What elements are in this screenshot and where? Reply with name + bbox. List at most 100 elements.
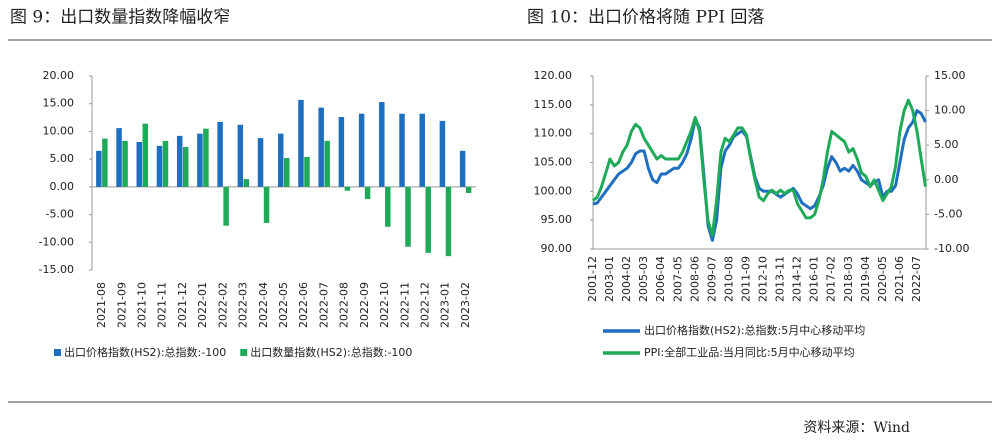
bar [182,146,189,187]
y2-tick-label: -5.00 [934,207,962,220]
x-tick-label: 2018-03 [842,256,855,302]
bar [318,107,324,187]
bar [203,128,209,187]
x-tick-label: 2022-11 [398,282,411,328]
x-tick-label: 2021-08 [95,282,108,328]
x-tick-label: 2022-06 [297,282,310,328]
x-tick-label: 2005-03 [637,256,650,302]
y-tick-label: 15.00 [43,97,75,110]
x-tick-label: 2008-06 [688,256,701,302]
legend-label: 出口数量指数(HS2):总指数:-100 [250,345,412,359]
y-tick-label: 120.00 [534,69,573,82]
x-tick-label: 2010-08 [722,256,735,302]
x-tick-label: 2001-12 [586,256,599,302]
bar [156,145,163,187]
bar [379,102,385,187]
y-tick-label: -5.00 [46,208,74,221]
x-tick-label: 2011-09 [739,256,752,302]
y2-tick-label: 10.00 [934,104,966,117]
bar [217,122,223,187]
x-tick-label: 2022-02 [216,282,229,328]
x-tick-label: 2022-07 [317,282,330,328]
bar [338,117,345,187]
y-tick-label: 5.00 [50,152,75,165]
line-series [592,109,927,242]
x-tick-label: 2022-10 [378,282,391,328]
y-tick-label: 110.00 [534,127,573,140]
bar [399,113,405,187]
y-tick-label: -10.00 [39,235,74,248]
y2-tick-label: 0.00 [934,173,959,186]
y2-tick-label: 5.00 [934,138,959,151]
x-tick-label: 2020-05 [876,256,889,302]
legend-label: 出口价格指数(HS2):总指数:5月中心移动平均 [644,323,865,337]
bar [257,138,264,187]
x-tick-label: 2021-09 [115,282,128,328]
x-tick-label: 2003-01 [603,256,616,302]
x-tick-label: 2013-11 [774,256,787,302]
x-tick-label: 2021-11 [156,282,169,328]
bar [459,150,466,187]
bar [237,124,244,187]
x-tick-label: 2023-02 [459,282,472,328]
x-tick-label: 2007-05 [671,256,684,302]
bar [142,123,149,187]
bar [405,186,411,247]
x-tick-label: 2012-10 [757,256,770,302]
bar [358,113,365,187]
source: 资料来源：Wind [803,420,910,436]
legend-label: 出口价格指数(HS2):总指数:-100 [64,345,226,359]
bar [445,186,452,257]
y-tick-label: 90.00 [541,242,573,255]
x-tick-label: 2021-10 [136,282,149,328]
bar [197,133,203,187]
x-tick-label: 2016-01 [808,256,821,302]
bar [324,140,330,187]
legend-swatch [240,349,248,356]
bar [122,140,128,187]
x-tick-label: 2023-01 [439,282,452,328]
x-tick-label: 2022-07 [910,256,923,302]
y-tick-label: 105.00 [534,156,573,169]
bar [385,186,391,227]
legend-label: PPI:全部工业品:当月同比:5月中心移动平均 [644,345,855,359]
y-tick-label: 115.00 [534,98,573,111]
chart-title: 图 10：出口价格将随 PPI 回落 [527,8,764,28]
x-tick-label: 2004-02 [620,256,633,302]
bar [284,158,290,187]
bar [263,186,270,223]
y-tick-label: -15.00 [39,263,74,276]
bar [465,186,472,193]
bar [136,141,143,187]
y-tick-label: 0.00 [50,180,75,193]
x-tick-label: 2021-06 [893,256,906,302]
bar [304,156,310,187]
bar [425,186,431,253]
bar [364,186,371,200]
x-tick-label: 2022-08 [338,282,351,328]
bar [419,113,425,187]
x-tick-label: 2009-07 [705,256,718,302]
y2-tick-label: -10.00 [934,242,969,255]
bar [96,150,102,187]
bar [344,186,351,191]
x-tick-label: 2006-04 [654,256,667,302]
y-tick-label: 20.00 [43,69,75,82]
legend-swatch [54,349,61,356]
x-tick-label: 2014-12 [791,256,804,302]
x-tick-label: 2017-02 [825,256,838,302]
bar [116,128,122,187]
x-tick-label: 2022-03 [237,282,250,328]
x-tick-label: 2022-01 [196,282,209,328]
x-tick-label: 2019-04 [859,256,872,302]
line-series [592,98,927,237]
x-tick-label: 2022-12 [418,282,431,328]
y-tick-label: 95.00 [541,213,573,226]
y-tick-label: 10.00 [43,124,75,137]
x-tick-label: 2022-04 [257,282,270,328]
y-tick-label: 100.00 [534,184,573,197]
bar [223,186,229,226]
bar [162,140,169,187]
bar [176,135,183,187]
